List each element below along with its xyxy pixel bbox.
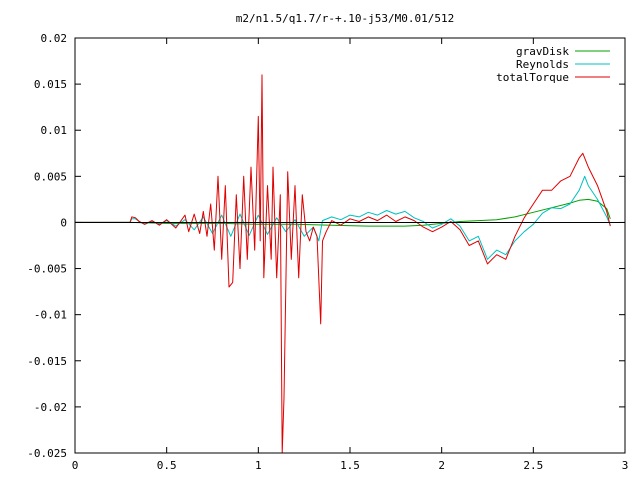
- y-tick-label: -0.02: [34, 401, 67, 414]
- series-line-totalTorque: [75, 74, 611, 454]
- x-tick-label: 0.5: [157, 459, 177, 472]
- axis-layer: -0.025 -0.02 -0.015 -0.01 -0.005 0 0.005 0.01 0.…: [27, 32, 628, 472]
- x-tick-label: 2: [438, 459, 445, 472]
- x-tick-label: 2.5: [523, 459, 543, 472]
- y-tick-label: -0.025: [27, 447, 67, 460]
- x-tick-label: 0: [72, 459, 79, 472]
- legend-label: Reynolds: [516, 58, 569, 71]
- y-tick-label: -0.01: [34, 309, 67, 322]
- plot-frame: [74, 37, 626, 454]
- y-tick-label: 0: [60, 216, 67, 229]
- x-tick-label: 3: [622, 459, 629, 472]
- series-line-Reynolds: [75, 175, 611, 260]
- series-layer: [75, 74, 611, 454]
- y-tick-label: -0.015: [27, 355, 67, 368]
- legend-label: gravDisk: [516, 45, 569, 58]
- chart-title: m2/n1.5/q1.7/r-+.10-j53/M0.01/512: [236, 12, 455, 25]
- y-tick-label: 0.02: [41, 32, 68, 45]
- legend-label: totalTorque: [496, 71, 569, 84]
- x-tick-label: 1.5: [340, 459, 360, 472]
- y-tick-label: -0.005: [27, 263, 67, 276]
- y-tick-label: 0.005: [34, 170, 67, 183]
- x-tick-label: 1: [255, 459, 262, 472]
- y-tick-label: 0.015: [34, 78, 67, 91]
- y-tick-label: 0.01: [41, 124, 68, 137]
